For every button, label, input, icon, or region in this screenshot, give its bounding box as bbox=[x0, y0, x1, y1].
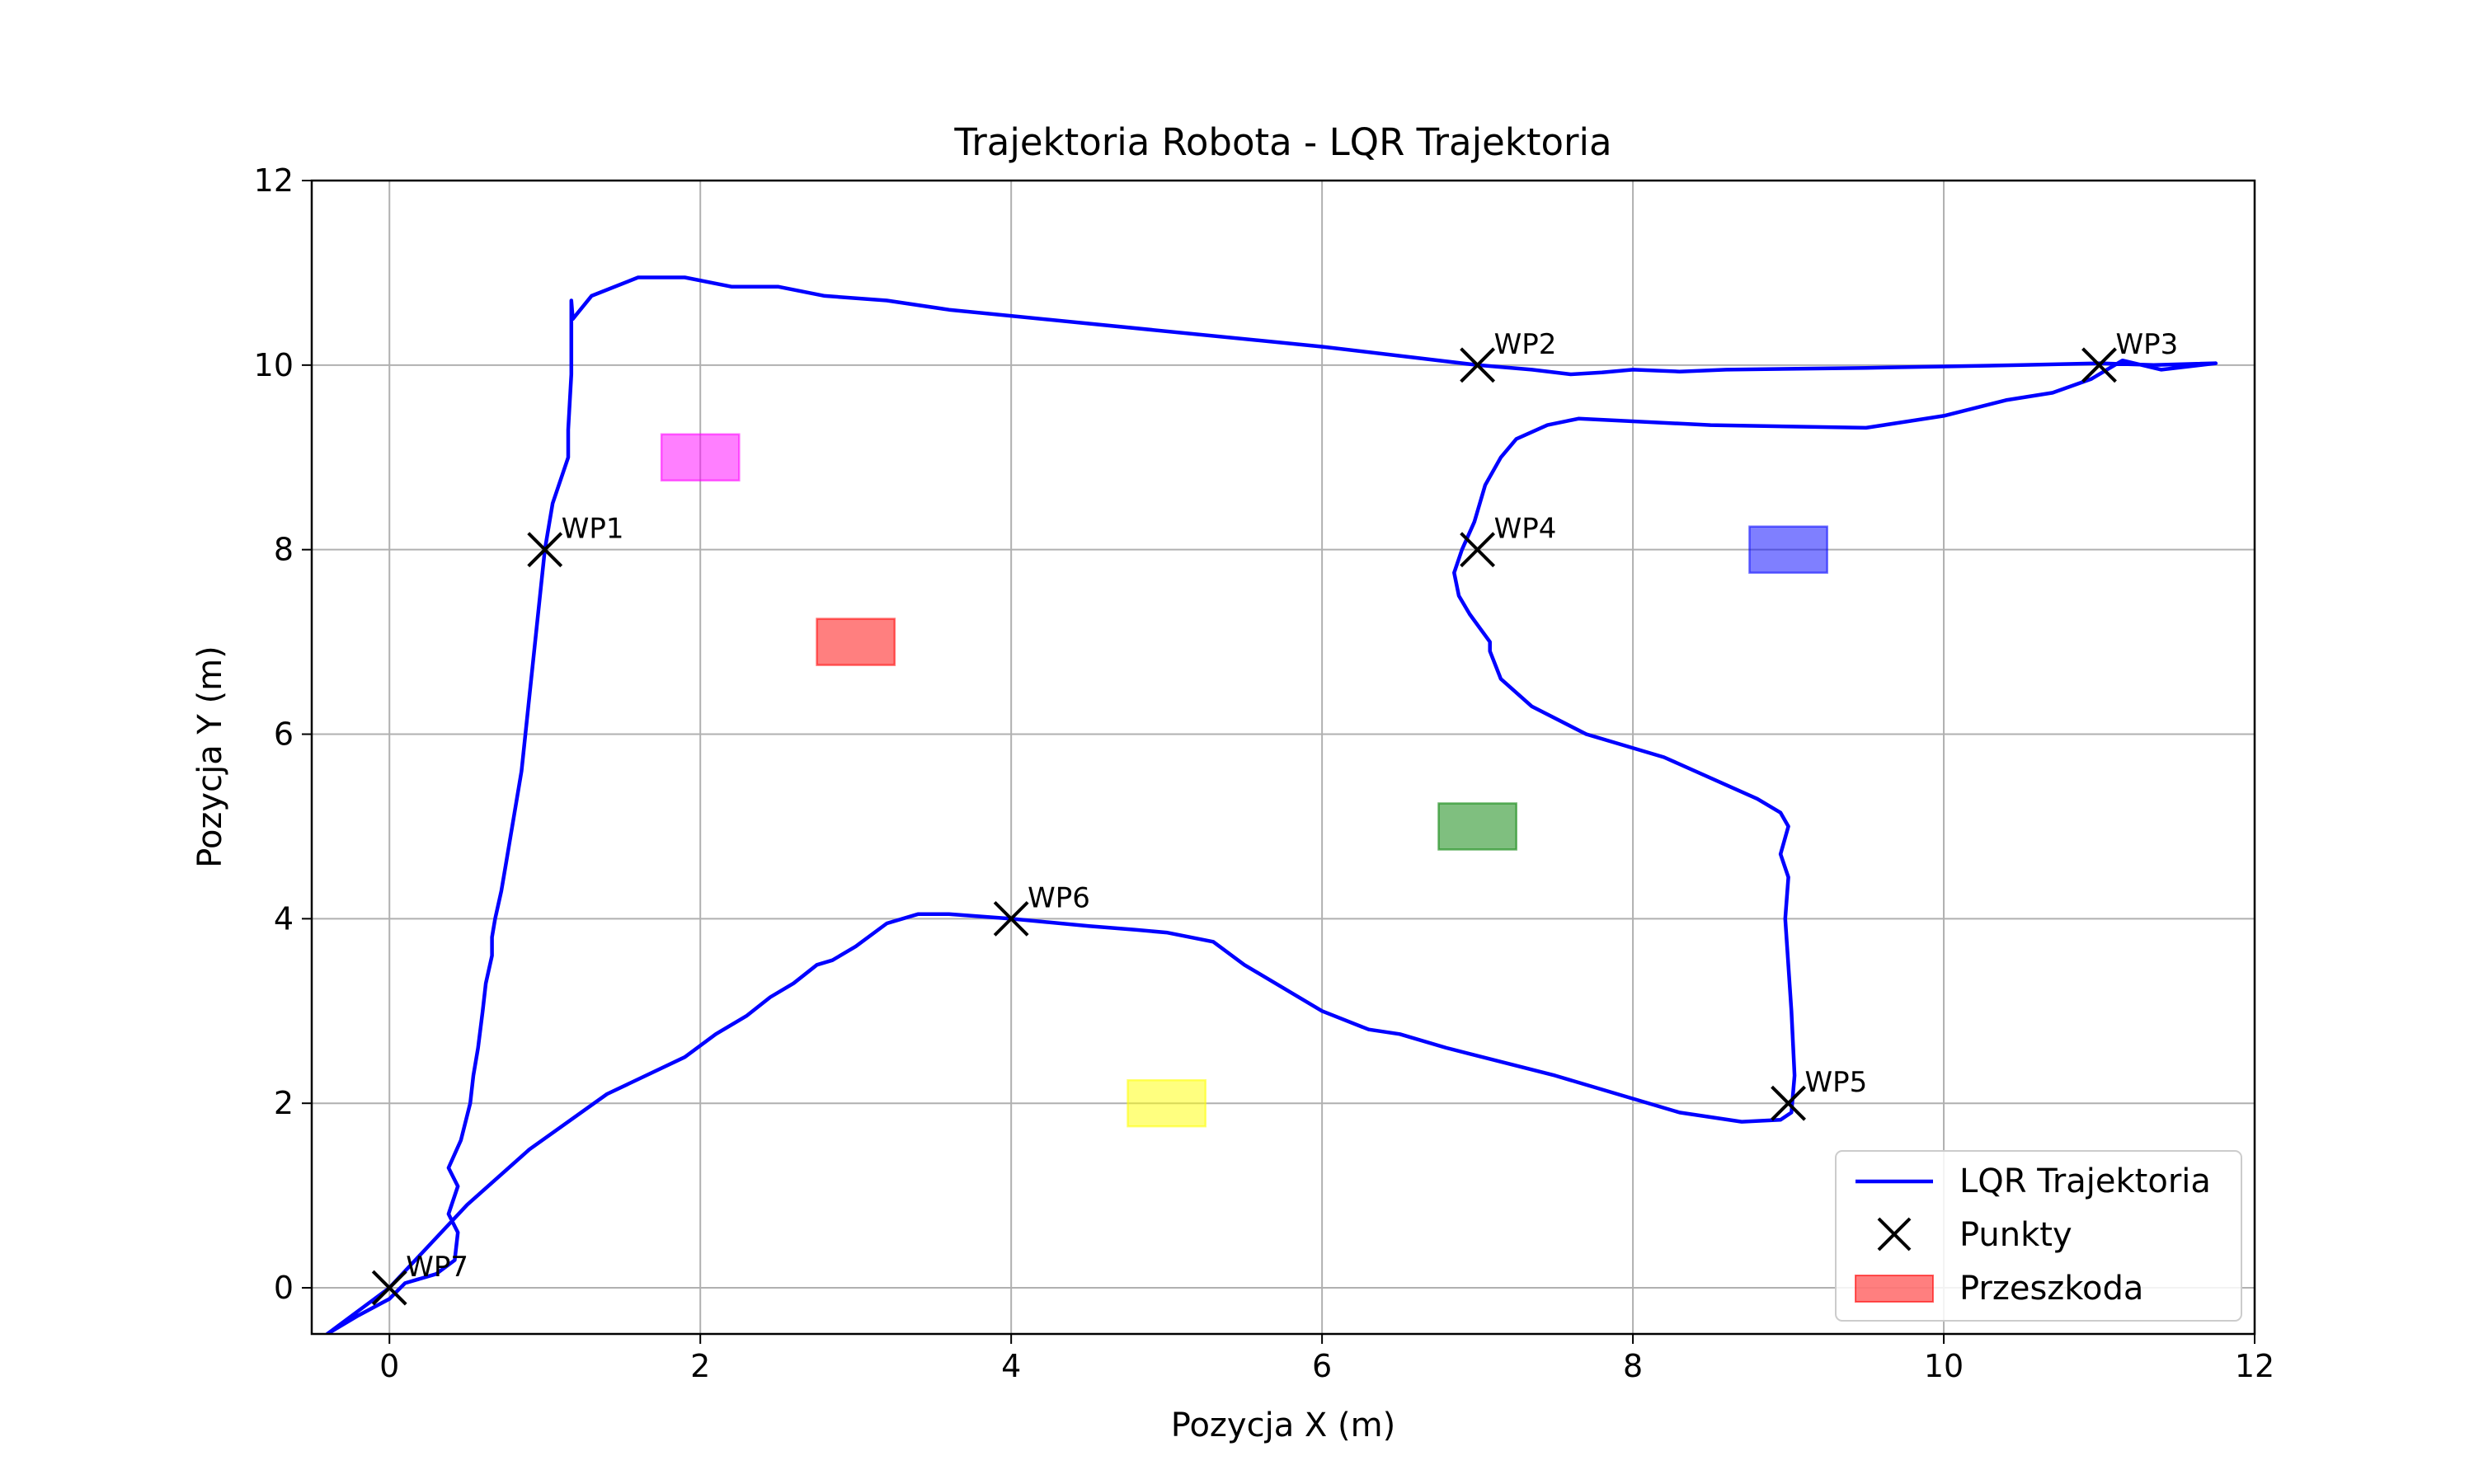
plot-frame bbox=[310, 179, 2256, 1336]
obstacle-rect bbox=[660, 433, 741, 481]
y-tick-label: 8 bbox=[274, 532, 294, 568]
waypoint-marker bbox=[1771, 1085, 1806, 1121]
y-tick-label: 4 bbox=[274, 900, 294, 937]
y-tick-label: 6 bbox=[274, 716, 294, 753]
legend-marker-sample bbox=[1877, 1217, 1912, 1252]
waypoint-marker bbox=[993, 900, 1029, 937]
obstacle-rect bbox=[1437, 802, 1517, 851]
y-axis-label: Pozycja Y (m) bbox=[191, 646, 229, 868]
x-tick-label: 2 bbox=[690, 1348, 710, 1384]
ticks: 0 2 4 6 8 10 12 0 2 4 6 8 10 12 bbox=[254, 162, 2275, 1384]
waypoint-label: WP7 bbox=[406, 1251, 468, 1284]
y-tick-label: 10 bbox=[254, 347, 294, 383]
legend-label-obstacle: Przeszkoda bbox=[1959, 1270, 2143, 1308]
waypoint-marker bbox=[527, 532, 563, 568]
waypoint-label: WP5 bbox=[1805, 1066, 1868, 1099]
x-tick-label: 4 bbox=[1001, 1348, 1021, 1384]
chart-title: Trajektoria Robota - LQR Trajektoria bbox=[953, 120, 1611, 164]
legend: LQR Trajektoria Punkty Przeszkoda bbox=[1835, 1150, 2242, 1322]
waypoint-marker bbox=[1460, 347, 1496, 383]
y-tick-label: 12 bbox=[254, 162, 294, 199]
x-tick-label: 0 bbox=[379, 1348, 399, 1384]
x-tick-label: 8 bbox=[1623, 1348, 1643, 1384]
obstacle-rect bbox=[1748, 525, 1828, 574]
obstacles bbox=[660, 433, 1828, 1128]
legend-label-points: Punkty bbox=[1959, 1216, 2072, 1254]
legend-patch-sample bbox=[1855, 1275, 1934, 1303]
y-tick-label: 2 bbox=[274, 1085, 294, 1121]
waypoint-marker bbox=[371, 1270, 407, 1306]
waypoint-label: WP1 bbox=[562, 513, 624, 546]
waypoint-label: WP3 bbox=[2116, 328, 2179, 361]
x-tick-label: 6 bbox=[1312, 1348, 1332, 1384]
obstacle-rect bbox=[816, 618, 896, 666]
waypoints: WP1 WP2 WP3 WP4 WP5 WP6 WP7 bbox=[371, 328, 2179, 1306]
legend-label-trajectory: LQR Trajektoria bbox=[1959, 1162, 2211, 1200]
x-tick-label: 12 bbox=[2235, 1348, 2274, 1384]
obstacle-rect bbox=[1126, 1078, 1207, 1128]
waypoint-label: WP2 bbox=[1494, 328, 1557, 361]
trajectory-layer bbox=[325, 275, 2218, 1334]
x-axis-label: Pozycja X (m) bbox=[1171, 1407, 1395, 1444]
waypoint-marker bbox=[2081, 347, 2117, 383]
waypoint-marker bbox=[1460, 532, 1496, 568]
trajectory-line bbox=[325, 275, 2218, 1334]
legend-frame bbox=[1835, 1150, 2242, 1322]
waypoint-label: WP6 bbox=[1028, 881, 1090, 914]
x-tick-label: 10 bbox=[1924, 1348, 1964, 1384]
waypoint-label: WP4 bbox=[1494, 513, 1557, 546]
y-tick-label: 0 bbox=[274, 1270, 294, 1306]
